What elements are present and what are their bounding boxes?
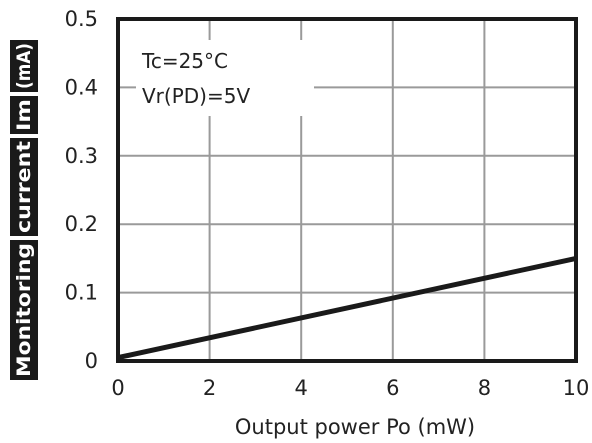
series-group xyxy=(117,255,577,361)
y-tick-labels: 0 0.1 0.2 0.3 0.4 0.5 xyxy=(65,7,98,373)
y-label-segment-bg xyxy=(10,40,38,92)
x-axis-label: Output power Po (mW) xyxy=(235,415,475,439)
y-label-segment: Monitoring xyxy=(13,243,35,377)
y-tick-label: 0.4 xyxy=(65,75,98,99)
annotation-temperature: Tc=25°C xyxy=(141,49,228,73)
x-tick-label: 6 xyxy=(386,376,399,400)
y-label-segment: Im xyxy=(13,99,35,131)
annotation-reverse-voltage: Vr(PD)=5V xyxy=(142,84,250,108)
y-tick-label: 0.3 xyxy=(65,144,98,168)
annotation-box: Tc=25°C Vr(PD)=5V xyxy=(136,40,314,116)
x-tick-labels: 0 2 4 6 8 10 xyxy=(111,376,589,400)
x-tick-label: 10 xyxy=(563,376,590,400)
y-label-segment: (mA) xyxy=(13,43,35,89)
plot-frame xyxy=(116,17,578,363)
y-axis-label: Monitoring current Im (mA) xyxy=(10,40,38,380)
y-tick-label: 0.5 xyxy=(65,7,98,31)
y-tick-label: 0 xyxy=(85,349,98,373)
y-tick-label: 0.1 xyxy=(65,281,98,305)
y-label-segment-bg xyxy=(10,138,38,236)
y-tick-label: 0.2 xyxy=(65,212,98,236)
y-label-segment-bg xyxy=(10,240,38,380)
x-tick-label: 0 xyxy=(111,376,124,400)
y-label-segment: current xyxy=(13,141,35,233)
x-tick-label: 2 xyxy=(203,376,216,400)
x-tick-label: 8 xyxy=(478,376,491,400)
y-label-segment-bg xyxy=(10,96,38,134)
x-tick-label: 4 xyxy=(295,376,308,400)
series-line xyxy=(117,255,577,361)
